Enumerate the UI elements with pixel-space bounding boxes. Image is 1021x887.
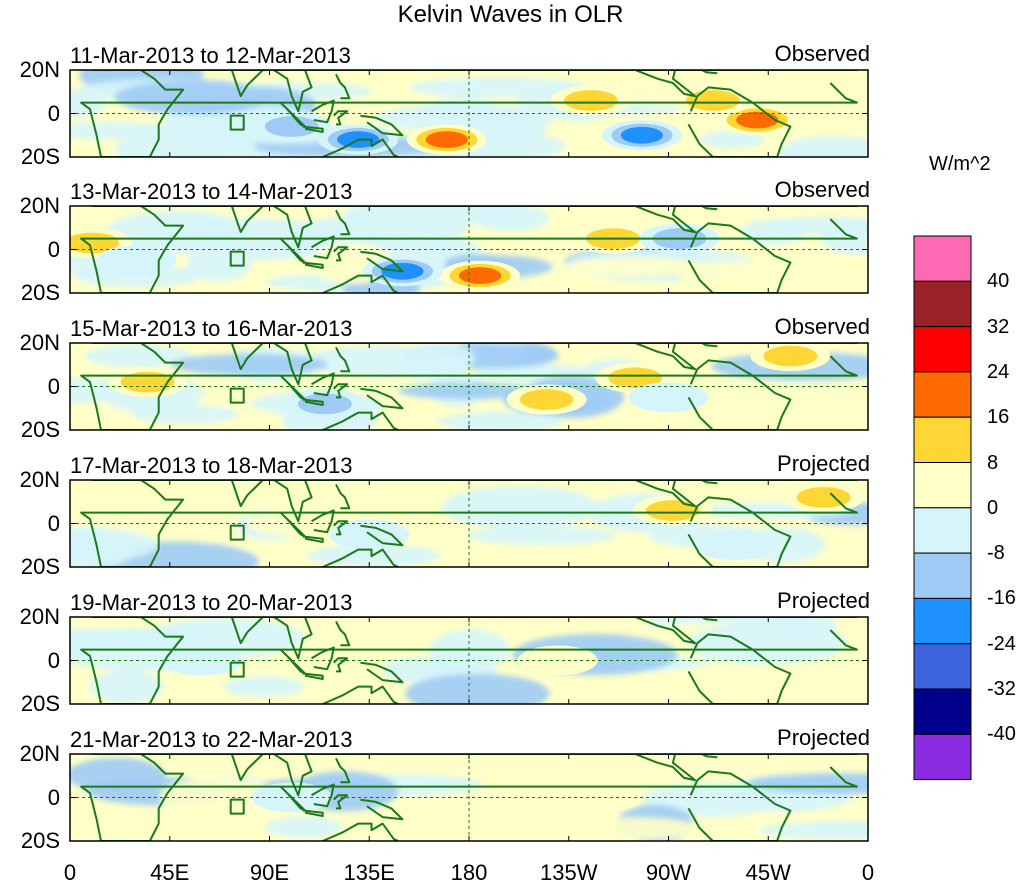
coastlines bbox=[80, 206, 858, 293]
colorbar-unit: W/m^2 bbox=[929, 153, 991, 175]
chart-title: Kelvin Waves in OLR bbox=[397, 1, 624, 28]
anomaly-4 bbox=[284, 388, 365, 419]
x-tick-label: 135E bbox=[343, 860, 395, 885]
panel-status: Projected bbox=[777, 725, 870, 750]
colorbar-swatch bbox=[913, 688, 972, 735]
colorbar-tick-label: 16 bbox=[987, 406, 1010, 429]
y-tick-label: 0 bbox=[47, 784, 60, 810]
colorbar-swatch bbox=[913, 326, 972, 373]
anomaly-7 bbox=[251, 111, 332, 142]
y-tick-label: 20S bbox=[20, 417, 60, 442]
y-tick-label: 20S bbox=[20, 554, 60, 579]
y-tick-label: 20S bbox=[20, 144, 60, 169]
panel-status: Observed bbox=[774, 41, 870, 66]
colorbar-tick-label: -24 bbox=[987, 632, 1016, 655]
anomaly-3 bbox=[601, 120, 682, 151]
colorbar-tick-label: 8 bbox=[987, 451, 999, 474]
panel-6 bbox=[70, 754, 868, 841]
panel-status: Projected bbox=[777, 588, 870, 613]
y-tick-label: 20S bbox=[20, 691, 60, 716]
colorbar-swatch bbox=[913, 280, 972, 328]
y-tick-label: 0 bbox=[47, 510, 60, 536]
panel-4 bbox=[70, 480, 868, 567]
y-tick-label: 20N bbox=[19, 57, 60, 82]
colorbar-tick-label: 0 bbox=[987, 496, 999, 519]
y-tick-label: 20N bbox=[19, 467, 60, 492]
colorbar-swatch bbox=[913, 416, 972, 464]
coastlines bbox=[80, 480, 858, 567]
anomaly-1 bbox=[440, 260, 521, 291]
x-tick-label: 135W bbox=[540, 860, 598, 885]
anomaly-1 bbox=[632, 495, 713, 526]
y-tick-label: 20S bbox=[20, 828, 60, 853]
panel-2 bbox=[70, 206, 868, 293]
x-tick-label: 0 bbox=[63, 860, 77, 885]
colorbar-tick-label: 24 bbox=[987, 360, 1010, 383]
anomaly-6 bbox=[628, 382, 709, 413]
panel-1 bbox=[70, 70, 868, 157]
panel-date-range: 19-Mar-2013 to 20-Mar-2013 bbox=[70, 590, 353, 615]
y-tick-label: 20N bbox=[19, 741, 60, 766]
colorbar bbox=[913, 235, 972, 781]
x-tick-label: 45W bbox=[745, 860, 791, 885]
anomaly-4 bbox=[717, 105, 798, 136]
x-tick-label: 90W bbox=[645, 860, 692, 885]
x-tick-label: 180 bbox=[450, 860, 488, 885]
y-tick-label: 20S bbox=[20, 280, 60, 305]
colorbar-swatch bbox=[913, 643, 972, 690]
anomaly-4 bbox=[695, 530, 775, 561]
anomaly-6 bbox=[96, 245, 177, 276]
y-tick-label: 20N bbox=[19, 604, 60, 629]
y-tick-label: 0 bbox=[47, 647, 60, 673]
panel-date-range: 17-Mar-2013 to 18-Mar-2013 bbox=[70, 453, 353, 478]
panel-date-range: 13-Mar-2013 to 14-Mar-2013 bbox=[70, 179, 353, 204]
panel-status: Observed bbox=[774, 314, 870, 339]
anomaly-2 bbox=[562, 782, 642, 813]
y-tick-label: 0 bbox=[47, 236, 60, 262]
colorbar-tick-label: -32 bbox=[987, 678, 1016, 700]
anomaly-2 bbox=[783, 482, 864, 513]
anomaly-3 bbox=[506, 384, 587, 415]
y-tick-label: 0 bbox=[47, 100, 60, 126]
colorbar-swatch bbox=[913, 507, 972, 554]
x-tick-label: 45E bbox=[150, 860, 190, 885]
colorbar-tick-label: -40 bbox=[987, 723, 1016, 746]
coastlines bbox=[80, 617, 858, 704]
colorbar-tick-label: -16 bbox=[987, 587, 1016, 610]
panel-status: Observed bbox=[774, 177, 870, 202]
colorbar-tick-label: -8 bbox=[987, 542, 1005, 565]
panel-5 bbox=[70, 617, 868, 704]
colorbar-swatch bbox=[913, 371, 972, 418]
panel-date-range: 11-Mar-2013 to 12-Mar-2013 bbox=[70, 43, 351, 68]
panel-date-range: 21-Mar-2013 to 22-Mar-2013 bbox=[70, 727, 353, 752]
panel-date-range: 15-Mar-2013 to 16-Mar-2013 bbox=[70, 316, 353, 341]
colorbar-tick-label: 32 bbox=[987, 315, 1010, 338]
anomaly-2 bbox=[750, 343, 831, 372]
anomaly-5 bbox=[550, 85, 631, 116]
colorbar-swatch bbox=[913, 552, 972, 599]
colorbar-tick-label: 40 bbox=[987, 270, 1010, 293]
colorbar-swatch bbox=[913, 597, 972, 645]
panel-status: Projected bbox=[777, 451, 870, 476]
y-tick-label: 20N bbox=[19, 330, 60, 355]
anomaly-1 bbox=[406, 124, 487, 155]
y-tick-label: 20N bbox=[19, 193, 60, 218]
y-tick-label: 0 bbox=[47, 373, 60, 399]
x-tick-label: 90E bbox=[249, 860, 290, 885]
colorbar-swatch bbox=[913, 733, 972, 781]
colorbar-swatch bbox=[913, 462, 972, 509]
colorbar-swatch bbox=[913, 235, 972, 282]
x-tick-label: 0 bbox=[861, 860, 875, 885]
anomaly-6 bbox=[672, 85, 753, 116]
coastlines bbox=[80, 70, 858, 157]
panel-3 bbox=[70, 343, 868, 430]
coastlines bbox=[80, 754, 858, 841]
coastlines bbox=[80, 343, 858, 430]
